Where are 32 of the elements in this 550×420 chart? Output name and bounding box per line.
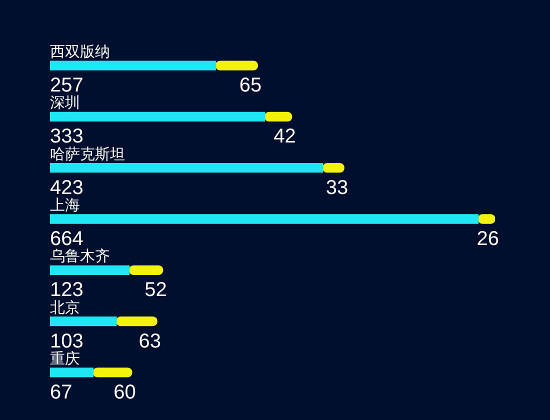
data-label: 103 [50, 330, 84, 352]
bar [116, 316, 158, 326]
y-tick-label: 北京 [50, 299, 80, 316]
bar [50, 316, 117, 326]
bar [92, 368, 132, 378]
bar [128, 265, 164, 275]
y-tick-label: 乌鲁木齐 [50, 248, 110, 266]
bar [215, 60, 258, 70]
y-tick-label: 西双版纳 [50, 44, 110, 61]
data-label: 52 [144, 279, 167, 302]
bar [50, 163, 324, 173]
y-tick-label: 深圳 [50, 94, 80, 112]
y-tick-label: 重庆 [50, 350, 80, 368]
data-label: 664 [50, 228, 84, 250]
data-label: 423 [50, 176, 84, 199]
data-label: 65 [239, 74, 262, 97]
data-label: 42 [274, 126, 296, 148]
bar [50, 214, 479, 224]
data-label: 26 [476, 228, 499, 250]
bar [50, 265, 130, 275]
data-label: 60 [114, 381, 136, 404]
data-label: 333 [50, 126, 84, 148]
bar [50, 368, 94, 378]
data-label: 33 [326, 176, 348, 199]
bar [50, 60, 216, 70]
bar [50, 112, 266, 122]
data-label: 67 [50, 381, 72, 404]
data-label: 123 [50, 279, 84, 302]
y-tick-label: 上海 [50, 197, 80, 214]
y-tick-label: 哈萨克斯坦 [50, 146, 125, 163]
bar [264, 112, 292, 122]
data-label: 63 [138, 330, 162, 352]
